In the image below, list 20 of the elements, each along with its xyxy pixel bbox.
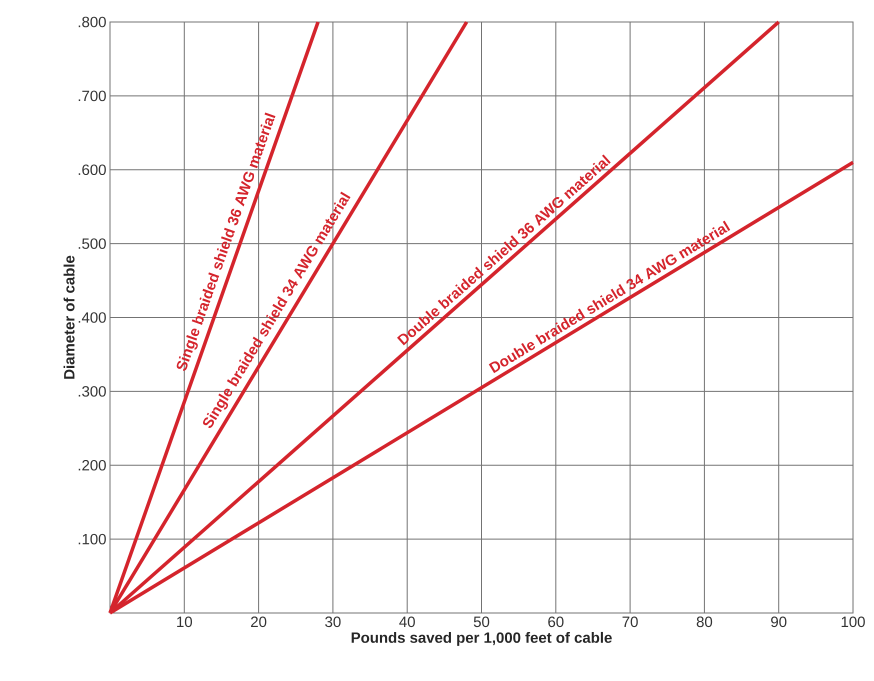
y-tick-label: .500 — [78, 238, 106, 249]
x-tick-label: 90 — [771, 616, 786, 628]
y-tick-label: .300 — [78, 386, 106, 397]
y-tick-label: .100 — [78, 534, 106, 544]
x-tick-label: 40 — [399, 616, 415, 628]
x-tick-label: 10 — [177, 616, 192, 628]
y-tick-label: .200 — [78, 460, 106, 471]
y-tick-label: .400 — [78, 312, 106, 323]
x-tick-label: 50 — [474, 616, 490, 628]
x-tick-label: 30 — [325, 616, 341, 628]
x-tick-label: 20 — [251, 616, 266, 628]
x-tick-label: 70 — [622, 616, 638, 628]
y-axis-title: Diameter of cable — [64, 256, 75, 379]
y-tick-label: .600 — [78, 164, 106, 176]
y-tick-label: .800 — [78, 16, 106, 28]
x-tick-label: 80 — [696, 616, 712, 628]
y-tick-label: .700 — [78, 90, 106, 102]
x-axis-title: Pounds saved per 1,000 feet of cable — [352, 632, 612, 646]
x-tick-label: 100 — [842, 616, 865, 628]
x-tick-label: 60 — [548, 616, 564, 628]
